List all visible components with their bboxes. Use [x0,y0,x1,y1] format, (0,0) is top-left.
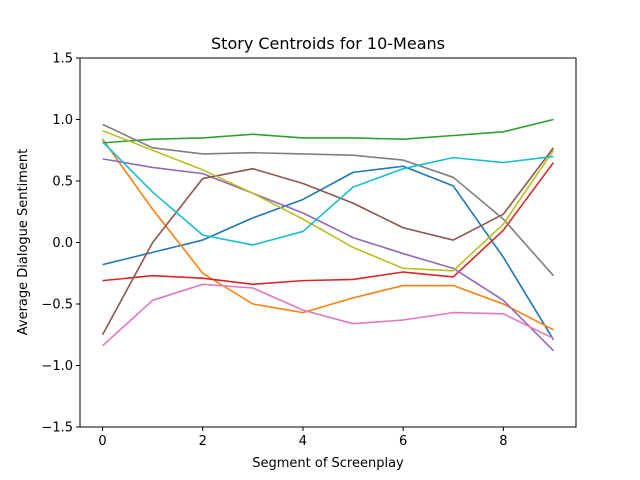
x-tick-label: 0 [98,434,106,449]
x-tick-label: 6 [399,434,407,449]
series-line-7 [102,123,555,277]
y-tick-label: 0.0 [52,236,73,251]
series-line-5 [101,147,555,336]
series-line-2 [102,118,554,144]
series-line-0 [102,165,555,341]
series-line-4 [102,158,555,352]
x-tick-label: 4 [299,434,307,449]
y-tick-label: 1.5 [52,52,73,67]
series-line-8 [102,129,555,272]
y-tick-label: −0.5 [41,298,73,313]
series-line-9 [101,141,554,246]
series-line-6 [102,283,554,347]
x-axis-label: Segment of Screenplay [252,456,404,471]
x-tick-label: 8 [499,434,507,449]
y-tick-label: −1.0 [41,359,73,374]
series-line-3 [102,162,555,286]
series-line-1 [101,138,554,331]
y-tick-label: 0.5 [52,175,73,190]
y-tick-label: 1.0 [52,113,73,128]
y-axis: −1.5 −1.0 −0.5 0.0 0.5 1.0 1.5 [41,52,80,436]
x-tick-label: 2 [199,434,207,449]
series-lines [101,118,555,352]
y-axis-label: Average Dialogue Sentiment [16,149,31,336]
chart-title: Story Centroids for 10-Means [211,34,445,53]
x-axis: 0 2 4 6 8 [98,427,507,449]
y-tick-label: −1.5 [41,421,73,436]
